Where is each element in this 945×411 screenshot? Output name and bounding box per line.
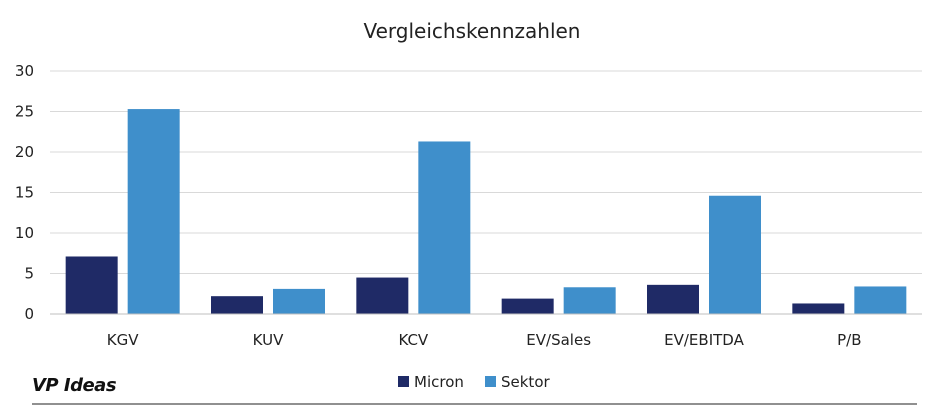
- bar-micron: [356, 277, 409, 314]
- y-tick-label: 0: [24, 305, 34, 323]
- legend-label: Micron: [414, 373, 464, 391]
- bar-micron: [647, 284, 699, 314]
- bar-sektor: [273, 288, 325, 314]
- y-tick-label: 20: [15, 143, 34, 161]
- x-axis-ticks: KGV KUV KCV EV/Sales EV/EBITDA P/B: [107, 331, 862, 349]
- bar-micron: [501, 298, 554, 314]
- bar-micron: [211, 296, 263, 314]
- bar-sektor: [418, 141, 471, 314]
- bar-micron: [792, 303, 845, 314]
- bar-sektor: [127, 109, 180, 314]
- chart-title: Vergleichskennzahlen: [363, 19, 580, 43]
- x-tick-label: P/B: [837, 331, 861, 349]
- bar-micron: [65, 256, 118, 314]
- gridlines: [50, 70, 922, 274]
- legend-label: Sektor: [501, 373, 550, 391]
- x-tick-label: EV/Sales: [526, 331, 591, 349]
- y-tick-label: 25: [15, 103, 34, 121]
- x-tick-label: KUV: [253, 331, 284, 349]
- legend-swatch-sektor: [485, 376, 496, 387]
- bar-sektor: [854, 286, 907, 314]
- x-tick-label: KCV: [398, 331, 428, 349]
- x-tick-label: EV/EBITDA: [664, 331, 744, 349]
- y-tick-label: 5: [24, 265, 34, 283]
- y-tick-label: 15: [15, 184, 34, 202]
- bar-sektor: [563, 287, 616, 314]
- y-tick-label: 10: [15, 224, 34, 242]
- brand-logo: VP Ideas: [32, 375, 117, 396]
- x-tick-label: KGV: [107, 331, 139, 349]
- bars: [65, 109, 907, 314]
- legend: Micron Sektor: [398, 373, 550, 391]
- y-axis-ticks: 0 5 10 15 20 25 30: [15, 62, 34, 323]
- bar-sektor: [709, 195, 761, 314]
- y-tick-label: 30: [15, 62, 34, 80]
- legend-swatch-micron: [398, 376, 409, 387]
